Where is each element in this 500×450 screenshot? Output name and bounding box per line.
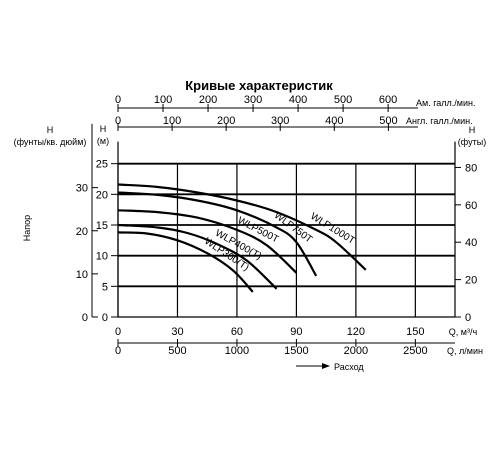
tick-label-q-lmin: 2000 xyxy=(344,345,368,357)
tick-label-q-m3h: 60 xyxy=(231,326,243,338)
tick-label-h-m: 0 xyxy=(102,312,108,324)
tick-label-uk-gal: 100 xyxy=(163,115,181,127)
tick-label-h-psi: 20 xyxy=(76,226,88,238)
tick-label-h-psi: 0 xyxy=(82,312,88,324)
axes: 0 30 60 90 120 150 Q, м³/ч0 500 1000 1500 2000 2500… xyxy=(14,94,487,372)
tick-label-q-lmin: 500 xyxy=(168,345,186,357)
tick-label-us-gal: 600 xyxy=(379,94,397,106)
flow-arrow-head xyxy=(322,363,330,369)
tick-label-us-gal: 100 xyxy=(154,94,172,106)
axis-unit-h-psi: (фунты/кв. дюйм) xyxy=(14,137,87,147)
tick-label-us-gal: 300 xyxy=(244,94,262,106)
grid xyxy=(117,162,455,318)
axis-unit-h-psi-symbol: H xyxy=(47,125,54,135)
tick-label-us-gal: 500 xyxy=(334,94,352,106)
tick-label-q-m3h: 150 xyxy=(406,326,424,338)
tick-label-uk-gal: 200 xyxy=(217,115,235,127)
tick-label-h-psi: 10 xyxy=(76,269,88,281)
series-line-wlp500t xyxy=(117,209,298,274)
axis-unit-h-m: (м) xyxy=(97,136,109,146)
y-axis-label: Напор xyxy=(22,215,32,241)
tick-label-h-m: 20 xyxy=(96,189,108,201)
tick-label-h-m: 25 xyxy=(96,159,108,171)
tick-label-h-m: 10 xyxy=(96,251,108,263)
tick-label-q-m3h: 0 xyxy=(115,326,121,338)
tick-label-h-psi: 30 xyxy=(76,183,88,195)
tick-label-uk-gal: 300 xyxy=(271,115,289,127)
tick-label-us-gal: 400 xyxy=(289,94,307,106)
tick-label-h-m: 5 xyxy=(102,281,108,293)
tick-label-us-gal: 200 xyxy=(199,94,217,106)
flow-axis-label: Расход xyxy=(334,362,364,372)
tick-label-h-ft: 0 xyxy=(465,312,471,324)
tick-label-q-lmin: 1000 xyxy=(225,345,249,357)
tick-label-uk-gal: 0 xyxy=(115,115,121,127)
axis-unit-us-gal: Ам. галл./мин. xyxy=(416,98,475,108)
axis-unit-q-lmin: Q, л/мин xyxy=(447,346,483,356)
tick-label-h-m: 15 xyxy=(96,220,108,232)
tick-label-uk-gal: 400 xyxy=(325,115,343,127)
axis-unit-h-m-symbol: H xyxy=(100,124,107,134)
series-line-wlp750t xyxy=(117,191,318,277)
axis-unit-uk-gal: Англ. галл./мин. xyxy=(406,116,473,126)
tick-label-h-ft: 60 xyxy=(465,200,477,212)
tick-label-uk-gal: 500 xyxy=(379,115,397,127)
axis-unit-h-ft-symbol: H xyxy=(469,125,476,135)
chart-title: Кривые характеристик xyxy=(185,78,333,93)
tick-label-h-ft: 20 xyxy=(465,275,477,287)
axis-unit-q-m3h: Q, м³/ч xyxy=(449,327,478,337)
tick-label-q-lmin: 0 xyxy=(115,345,121,357)
tick-label-h-ft: 40 xyxy=(465,237,477,249)
series-line-wlp300t xyxy=(117,231,254,293)
tick-label-q-lmin: 1500 xyxy=(284,345,308,357)
tick-label-q-m3h: 120 xyxy=(347,326,365,338)
tick-label-q-m3h: 90 xyxy=(290,326,302,338)
tick-label-q-m3h: 30 xyxy=(171,326,183,338)
series-line-wlp1000t xyxy=(117,183,367,271)
tick-label-q-lmin: 2500 xyxy=(403,345,427,357)
series-line-wlp400t xyxy=(117,223,278,290)
tick-label-h-ft: 80 xyxy=(465,162,477,174)
axis-unit-h-ft: (футы) xyxy=(458,137,486,147)
tick-label-us-gal: 0 xyxy=(115,94,121,106)
